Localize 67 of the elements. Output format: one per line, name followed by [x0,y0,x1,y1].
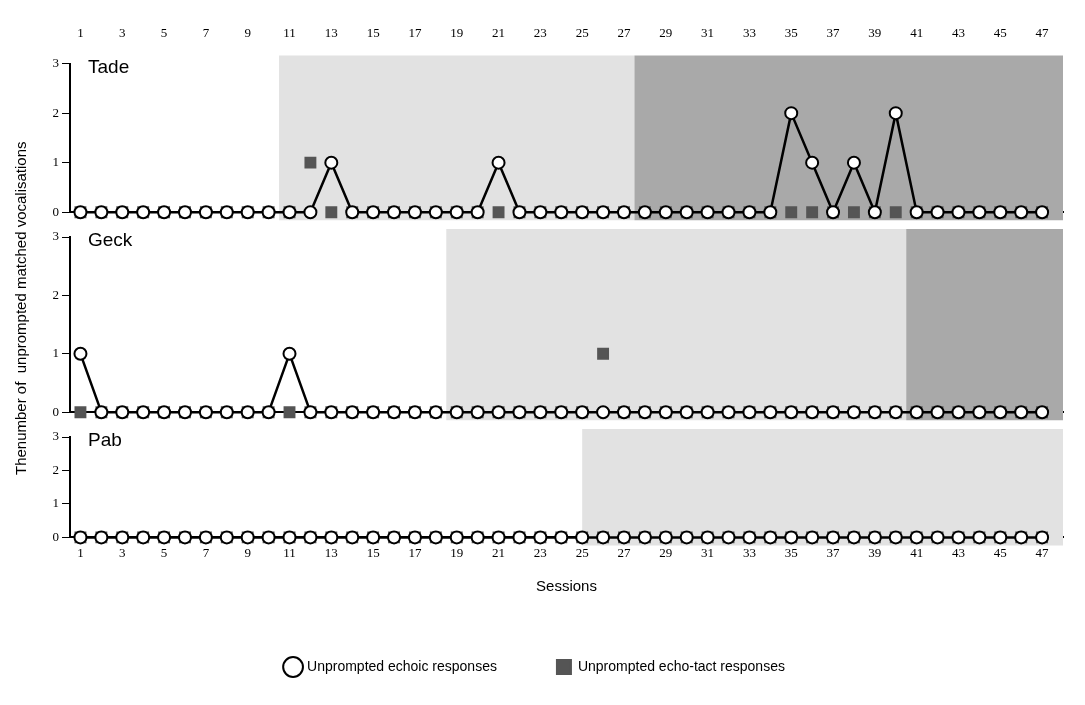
x-tick-label: 9 [244,544,251,560]
x2-tick-label: 45 [993,25,1007,41]
x2-tick-label: 13 [324,25,338,41]
y-tick-label: 0 [52,403,59,419]
y-axis-title: Thenumber of unprompted matched vocalisations [10,140,30,477]
y-tick-label: 1 [52,345,59,361]
x-tick-label: 13 [324,544,338,560]
x-tick-label: 25 [575,544,589,560]
x-tick-label: 5 [160,544,168,560]
x-tick-label: 23 [533,544,547,560]
x2-tick-label: 5 [160,25,168,41]
x-tick-label: 39 [868,544,882,560]
x-tick-label: 15 [366,544,380,560]
y-tick-label: 0 [52,528,59,544]
legend-label: Unprompted echoic responses [307,657,497,674]
x2-tick-label: 23 [533,25,547,41]
y-tick-label: 0 [52,203,59,219]
x-tick-label: 7 [202,544,210,560]
chart-title: Tade [88,55,130,77]
x2-tick-label: 37 [826,25,841,41]
y-tick-label: 1 [52,154,59,170]
x-tick-label: 3 [119,544,126,560]
x-tick-label: 33 [742,544,756,560]
y-tick-label: 3 [52,55,59,71]
x-tick-label: 43 [951,544,965,560]
x2-tick-label: 35 [784,25,798,41]
chart-title: Pab [88,429,122,451]
y-tick-label: 3 [52,228,59,244]
x-tick-label: 41 [910,544,924,560]
x-tick-label: 19 [450,544,464,560]
x-tick-label: 27 [617,544,631,560]
x-tick-label: 35 [784,544,798,560]
x2-tick-label: 29 [659,25,673,41]
x-tick-label: 37 [826,544,841,560]
y-tick-label: 2 [52,461,59,477]
y-tick-label: 3 [52,428,59,444]
x2-tick-label: 19 [450,25,464,41]
x-tick-label: 31 [701,544,715,560]
x-tick-label: 45 [993,544,1007,560]
x2-tick-label: 39 [868,25,882,41]
x-tick-label: 47 [1035,544,1050,560]
x-tick-label: 1 [77,544,84,560]
x2-tick-label: 21 [492,25,506,41]
x2-tick-label: 31 [701,25,715,41]
x2-tick-label: 15 [366,25,380,41]
x2-tick-label: 47 [1035,25,1050,41]
x2-tick-label: 17 [408,25,422,41]
y-tick-label: 2 [52,286,59,302]
x2-tick-label: 9 [244,25,251,41]
x2-tick-label: 43 [951,25,965,41]
x2-tick-label: 1 [77,25,84,41]
x-axis-title: Sessions [536,577,597,595]
y-tick-label: 1 [52,495,59,511]
x2-tick-label: 33 [742,25,756,41]
x2-tick-label: 3 [119,25,126,41]
x2-tick-label: 41 [910,25,924,41]
y-tick-label: 2 [52,104,59,120]
legend-label: Unprompted echo-tact responses [577,657,785,674]
x2-tick-label: 25 [575,25,589,41]
x-tick-label: 21 [492,544,506,560]
x2-tick-label: 27 [617,25,631,41]
x-tick-label: 29 [659,544,673,560]
x2-tick-label: 11 [283,25,296,41]
chart-title: Geck [88,229,133,251]
x-tick-label: 17 [408,544,422,560]
x-tick-label: 11 [283,544,296,560]
x2-tick-label: 7 [202,25,210,41]
